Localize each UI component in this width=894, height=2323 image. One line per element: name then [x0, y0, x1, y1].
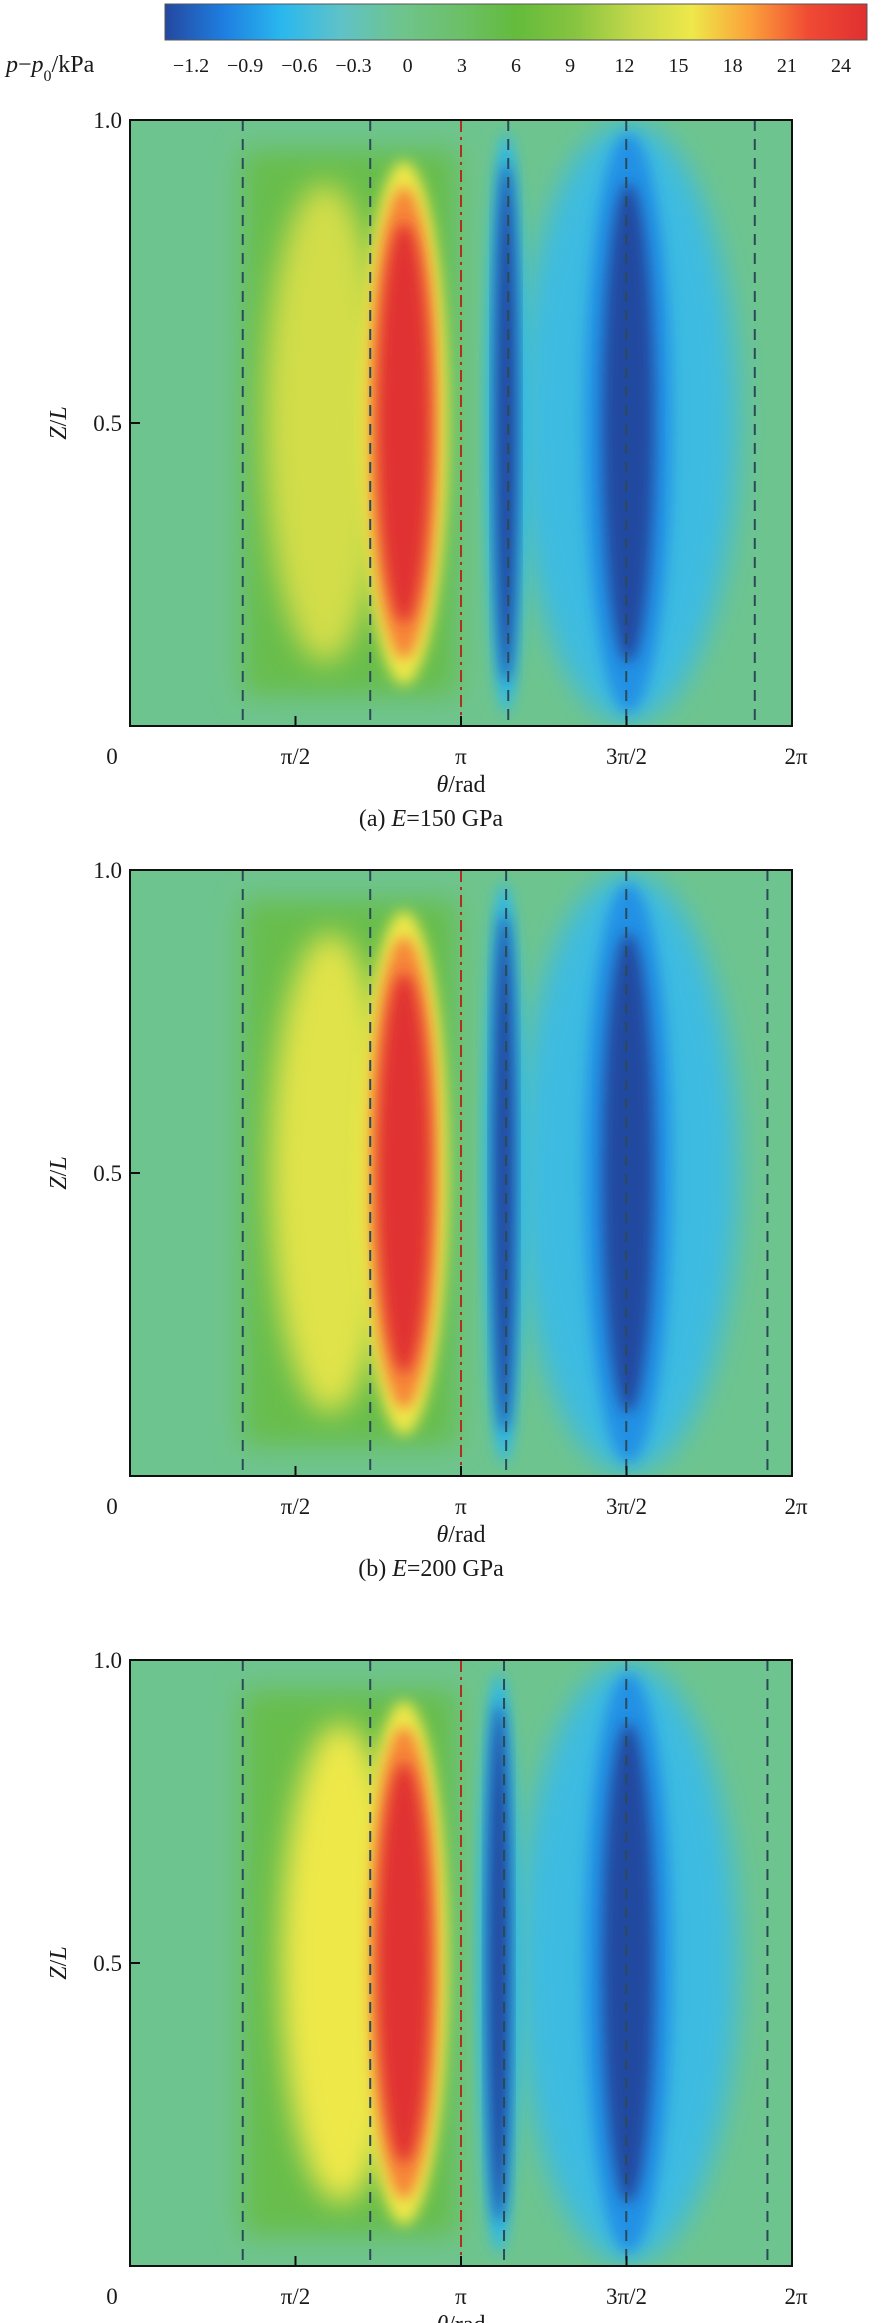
y-tick-label: 0.5 — [93, 411, 122, 436]
x-axis-label: θ/rad — [436, 1522, 485, 1548]
y-axis-label: Z/L — [46, 1156, 72, 1189]
negative-peak-2-core — [602, 933, 655, 1413]
y-tick-label: 0.5 — [93, 1951, 122, 1976]
colorbar-tick-label: 9 — [565, 55, 575, 77]
x-tick-label: 3π/2 — [606, 744, 647, 769]
x-tick-label: π — [455, 1494, 467, 1519]
x-axis-label: θ/rad — [436, 2312, 485, 2323]
panel-b: 1.0 0.5 0 π/2 π 3π/2 2π θ/rad Z/L (b) E=200 GPa — [46, 858, 808, 1582]
x-tick-label: 0 — [106, 2284, 118, 2309]
panel-caption: (a) E=150 GPa — [359, 806, 504, 832]
colorbar-tick-label: 15 — [669, 55, 689, 77]
x-tick-label: π/2 — [281, 744, 311, 769]
x-tick-label: 0 — [106, 1494, 118, 1519]
colorbar-tick-label: −1.2 — [173, 55, 209, 77]
x-tick-label: 3π/2 — [606, 1494, 647, 1519]
colorbar-label-minus: − — [18, 52, 32, 78]
colorbar-tick-label: 24 — [831, 55, 851, 77]
x-axis-label: θ/rad — [436, 772, 485, 798]
positive-peak-core — [377, 1763, 430, 2163]
colorbar-tick-label: 6 — [511, 55, 521, 77]
y-axis-label: Z/L — [46, 1946, 72, 1979]
negative-peak-2-core — [602, 1723, 655, 2203]
x-tick-label: 2π — [784, 1494, 808, 1519]
colorbar-tick-label: 21 — [777, 55, 797, 77]
colorbar-tick-label: 18 — [723, 55, 743, 77]
colorbar-label-p0: p — [30, 52, 44, 78]
negative-peak-1-core — [492, 913, 517, 1433]
colorbar-label-sub: 0 — [44, 68, 52, 85]
colorbar-tick-label: −0.6 — [281, 55, 317, 77]
panel-a: 1.0 0.5 0 π/2 π 3π/2 2π θ/rad Z/L (a) E=150 GPa — [46, 108, 808, 832]
negative-peak-1-core — [494, 163, 519, 683]
colorbar-label-p: p — [4, 52, 18, 78]
colorbar-tick-label: 0 — [403, 55, 413, 77]
colorbar-tick-label: 3 — [457, 55, 467, 77]
secondary-positive-peak — [270, 933, 391, 1413]
y-tick-label: 1.0 — [93, 108, 122, 133]
positive-peak-core — [377, 223, 430, 623]
colorbar-label-unit: /kPa — [52, 52, 95, 78]
x-tick-label: 2π — [784, 744, 808, 769]
colorbar-tick-label: −0.3 — [335, 55, 371, 77]
colorbar: p−p0/kPa −1.2 −0.9 −0.6 −0.3 0 3 6 9 12 15 18 21 24 — [4, 3, 868, 85]
x-tick-label: π/2 — [281, 1494, 311, 1519]
y-tick-label: 1.0 — [93, 1648, 122, 1673]
y-axis-label: Z/L — [46, 406, 72, 439]
colorbar-bar — [164, 3, 868, 41]
y-tick-label: 1.0 — [93, 858, 122, 883]
y-tick-label: 0.5 — [93, 1161, 122, 1186]
x-tick-label: 2π — [784, 2284, 808, 2309]
negative-peak-2-core — [602, 183, 655, 663]
colorbar-tick-label: −0.9 — [227, 55, 263, 77]
x-tick-label: 0 — [106, 744, 118, 769]
x-tick-label: π — [455, 744, 467, 769]
x-tick-label: π/2 — [281, 2284, 311, 2309]
colorbar-tick-label: 12 — [614, 55, 634, 77]
secondary-positive-peak — [264, 183, 385, 663]
negative-peak-1-core — [486, 1703, 511, 2223]
x-tick-label: π — [455, 2284, 467, 2309]
colorbar-label: p−p0/kPa — [4, 52, 95, 85]
x-tick-label: 3π/2 — [606, 2284, 647, 2309]
panel-caption: (b) E=200 GPa — [358, 1556, 504, 1582]
positive-peak-core — [377, 973, 430, 1373]
colorbar-ticks: −1.2 −0.9 −0.6 −0.3 0 3 6 9 12 15 18 21 24 — [173, 55, 851, 77]
